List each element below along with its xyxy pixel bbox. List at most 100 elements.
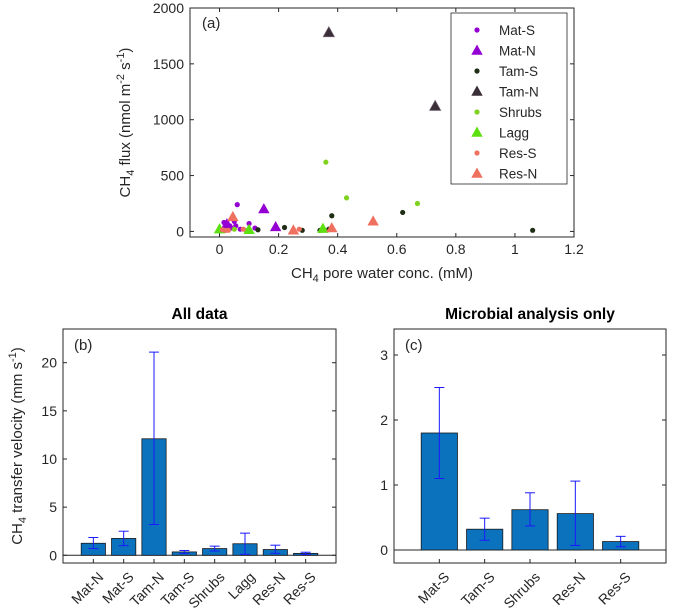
scatter-point-tam-s bbox=[255, 227, 261, 233]
x-tick-label: Mat-N bbox=[68, 569, 106, 607]
panel-label-b: (b) bbox=[74, 337, 92, 354]
y-tick-label: 0 bbox=[380, 542, 388, 558]
legend-label: Shrubs bbox=[499, 105, 542, 120]
y-tick-label: 0 bbox=[49, 547, 57, 563]
panel-c-marks: 0 1 2 3 Mat-S Tam-S Shrubs Res-N Res-S bbox=[380, 347, 666, 611]
scatter-point-res-n bbox=[326, 222, 338, 233]
scatter-point-res-s bbox=[240, 226, 246, 232]
bar-panel-c: Microbial analysis only 0 1 2 3 Mat-S Tam-S Sh… bbox=[380, 306, 667, 611]
panel-label-c: (c) bbox=[405, 337, 423, 354]
y-label-sup2: -1 bbox=[115, 53, 127, 63]
scatter-point-tam-n bbox=[428, 99, 442, 111]
x-tick-label: Res-N bbox=[549, 569, 588, 608]
scatter-point-tam-s bbox=[530, 227, 536, 233]
legend-label: Mat-N bbox=[499, 44, 536, 59]
x-tick-label: 0.2 bbox=[269, 241, 289, 257]
scatter-point-res-n bbox=[367, 215, 379, 226]
scatter-axes-frame bbox=[189, 7, 575, 238]
panel-b-y-axis-label: CH4 transfer velocity (mm s-1) bbox=[7, 347, 29, 545]
b-y-label-base: CH bbox=[9, 523, 26, 545]
x-tick-label: Res-S bbox=[280, 569, 319, 608]
x-tick-label: 0.8 bbox=[446, 241, 466, 257]
y-label-sub: 4 bbox=[125, 170, 137, 176]
legend-marker bbox=[474, 68, 480, 74]
legend-label: Tam-S bbox=[499, 64, 538, 79]
bar-panel-b: All data 05101520Mat-NMat-STam-NTam-SShr… bbox=[7, 306, 337, 611]
scatter-point-shrubs bbox=[323, 159, 329, 165]
legend-label: Lagg bbox=[499, 126, 529, 141]
panel-label-a: (a) bbox=[202, 15, 220, 32]
scatter-x-axis-label: CH4 pore water conc. (mM) bbox=[291, 265, 473, 285]
scatter-point-lagg bbox=[317, 222, 329, 233]
legend-box bbox=[450, 12, 568, 185]
x-tick-label: 1 bbox=[511, 241, 519, 257]
legend-marker bbox=[471, 126, 483, 137]
scatter-point-shrubs bbox=[343, 195, 350, 201]
scatter-point-mat-s bbox=[246, 220, 252, 227]
scatter-point-res-s bbox=[225, 227, 231, 233]
y-tick-label: 500 bbox=[161, 168, 185, 184]
scatter-point-shrubs bbox=[414, 200, 421, 207]
scatter-point-res-n bbox=[227, 210, 239, 222]
y-tick-label: 3 bbox=[380, 347, 388, 363]
legend-marker bbox=[474, 150, 480, 156]
scatter-point-tam-n bbox=[322, 25, 336, 38]
x-tick-label: 0.6 bbox=[387, 241, 407, 257]
y-label-s: s bbox=[117, 62, 134, 74]
legend-label: Res-S bbox=[499, 146, 537, 161]
y-tick-label: 5 bbox=[49, 499, 57, 515]
y-tick-label: 1000 bbox=[153, 112, 184, 128]
y-tick-label: 1500 bbox=[153, 56, 184, 72]
scatter-point-tam-s bbox=[329, 213, 335, 219]
scatter-ticks: 0 0.2 0.4 0.6 0.8 1 1.2 0 500 1000 1500 2000 bbox=[153, 0, 584, 257]
scatter-panel-a: 0 0.2 0.4 0.6 0.8 1 1.2 0 500 1000 1500 2000 (a) CH… bbox=[115, 0, 584, 285]
panel-c-title: Microbial analysis only bbox=[445, 306, 615, 323]
y-tick-label: 15 bbox=[41, 403, 57, 419]
y-tick-label: 2000 bbox=[153, 0, 184, 16]
legend-marker bbox=[471, 44, 483, 55]
x-tick-label: 1.2 bbox=[564, 241, 584, 257]
panel-b-axes-frame bbox=[62, 328, 337, 564]
panel-c-axes-frame bbox=[393, 328, 667, 564]
x-tick-label: Mat-S bbox=[415, 569, 453, 607]
scatter-point-tam-s bbox=[400, 209, 406, 216]
legend-label: Res-N bbox=[499, 167, 537, 182]
b-y-label-close: ) bbox=[9, 347, 26, 352]
legend-marker bbox=[471, 85, 483, 96]
legend-label: Tam-N bbox=[499, 85, 539, 100]
legend-marker bbox=[471, 167, 483, 178]
legend-marker bbox=[474, 27, 480, 33]
scatter-point-mat-s bbox=[234, 202, 240, 208]
legend-marker bbox=[474, 109, 480, 115]
scatter-point-mat-n bbox=[221, 218, 233, 229]
x-tick-label: 0.4 bbox=[328, 241, 348, 257]
scatter-legend: Mat-S Mat-N Tam-S Tam-N Shrubs Lagg Res-S Res-N bbox=[450, 12, 568, 185]
x-tick-label: Shrubs bbox=[500, 569, 543, 612]
scatter-points bbox=[213, 25, 536, 235]
scatter-point-tam-s bbox=[281, 224, 288, 231]
legend-label: Mat-S bbox=[499, 23, 535, 38]
scatter-point-lagg bbox=[243, 223, 255, 234]
scatter-y-axis-label: CH4 flux (nmol m-2 s-1) bbox=[115, 48, 137, 198]
y-label-sup1: -2 bbox=[115, 74, 127, 84]
scatter-point-res-n bbox=[287, 224, 300, 235]
y-tick-label: 1 bbox=[380, 477, 388, 493]
scatter-point-shrubs bbox=[231, 226, 237, 232]
y-label-close: ) bbox=[117, 48, 134, 53]
x-tick-label: Tam-S bbox=[458, 569, 498, 609]
x-label-base: CH bbox=[291, 265, 313, 282]
y-tick-label: 2 bbox=[380, 412, 388, 428]
x-label-sub: 4 bbox=[313, 273, 319, 285]
b-y-label-sub: 4 bbox=[17, 517, 29, 523]
x-tick-label: Tam-N bbox=[127, 569, 167, 609]
panel-b-title: All data bbox=[172, 306, 228, 323]
y-label-mid: flux (nmol m bbox=[117, 84, 134, 170]
y-tick-label: 0 bbox=[176, 223, 184, 239]
x-tick-label: 0 bbox=[216, 241, 224, 257]
scatter-point-mat-n bbox=[258, 203, 270, 214]
x-label-rest: pore water conc. (mM) bbox=[319, 265, 473, 282]
panel-b-marks: 05101520Mat-NMat-STam-NTam-SShrubsLaggRe… bbox=[41, 351, 336, 611]
scatter-point-mat-n bbox=[269, 220, 282, 232]
scatter-point-res-s bbox=[296, 226, 302, 232]
